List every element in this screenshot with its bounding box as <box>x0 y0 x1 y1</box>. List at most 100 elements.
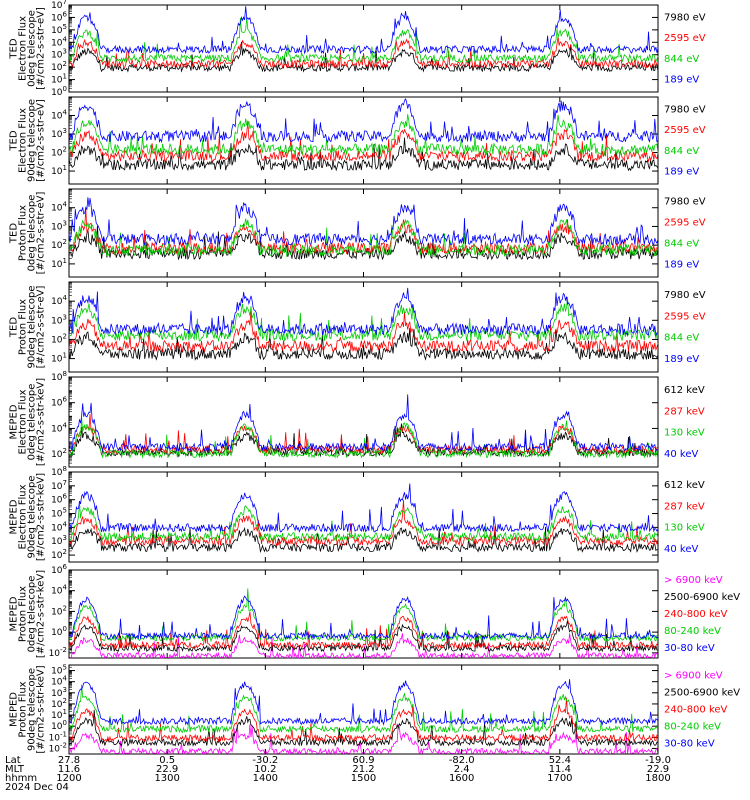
x-tick-label-mlt: 10.2 <box>254 764 276 775</box>
legend-entry: 40 keV <box>664 544 698 555</box>
y-tick-label: 103 <box>51 313 67 326</box>
y-axis-label: MEPEDElectron Flux90deg telescope[#/cm2-… <box>9 473 47 561</box>
series-line <box>68 697 659 743</box>
footer-row-label: 2024 Dec 04 <box>5 782 69 793</box>
footer-row-label: hhmm <box>5 773 37 784</box>
series-line <box>68 483 659 534</box>
legend-entry: 7980 eV <box>664 12 706 23</box>
x-tick-label-mlt: 11.6 <box>58 764 80 775</box>
y-tick-label: 101 <box>51 164 67 177</box>
series-line <box>68 137 659 172</box>
y-tick-label: 104 <box>51 109 67 122</box>
legend-entry: 7980 eV <box>664 197 706 208</box>
y-tick-label: 101 <box>51 708 67 721</box>
series-line <box>68 588 659 643</box>
y-tick-label: 104 <box>51 35 67 48</box>
y-tick-label: 102 <box>51 697 67 710</box>
series-line <box>68 287 659 337</box>
series-line <box>68 114 659 156</box>
series-line <box>68 327 659 361</box>
y-axis-label: MEPEDProton Flux90deg telescope[#/cm2-s-… <box>9 665 47 753</box>
legend-entry: 612 keV <box>664 480 705 491</box>
legend-entry: 2500-6900 keV <box>664 592 740 603</box>
y-tick-label: 103 <box>51 219 67 232</box>
y-axis-label: MEPEDElectron Flux0deg telescope[#/cm2-s… <box>9 378 47 466</box>
legend-entry: 30-80 keV <box>664 643 715 654</box>
series-line <box>68 225 659 261</box>
panel-frame <box>68 281 659 373</box>
series-line <box>68 620 659 653</box>
x-tick-label-lat: 52.4 <box>549 755 571 766</box>
x-tick-label-hhmm: 1300 <box>154 773 179 784</box>
x-tick-label-lat: -30.2 <box>252 755 278 766</box>
x-tick-label-lat: -19.0 <box>645 755 671 766</box>
series-line <box>68 296 659 343</box>
legend-entry: 2595 eV <box>664 311 706 322</box>
series-line <box>68 502 659 543</box>
y-tick-label: 100 <box>51 625 67 638</box>
series-line <box>68 97 659 144</box>
y-tick-label: 104 <box>51 294 67 307</box>
x-tick-label-mlt: 22.9 <box>647 764 669 775</box>
panel-4: 101 102 103 104 TEDProton Flux90deg telescop… <box>9 281 706 373</box>
y-tick-label: 103 <box>51 127 67 140</box>
y-tick-label: 102 <box>51 60 67 73</box>
series-line <box>68 679 659 726</box>
legend-entry: 7980 eV <box>664 104 706 115</box>
y-tick-label: 103 <box>51 48 67 61</box>
y-tick-label: 102 <box>51 146 67 159</box>
legend-entry: 7980 eV <box>664 290 706 301</box>
series-line <box>68 41 659 73</box>
panel-frame <box>68 96 659 185</box>
series-line <box>68 595 659 641</box>
y-tick-label: 103 <box>51 686 67 699</box>
x-tick-label-hhmm: 1700 <box>547 773 572 784</box>
y-tick-label: 103 <box>51 534 67 547</box>
legend-entry: 612 keV <box>664 385 705 396</box>
y-tick-label: 101 <box>51 73 67 86</box>
legend-entry: > 6900 keV <box>664 670 723 681</box>
y-axis-label: MEPEDProton Flux0deg telescope[#/cm2-s-s… <box>9 570 47 658</box>
legend-entry: 240-800 keV <box>664 609 728 620</box>
legend-entry: 30-80 keV <box>664 739 715 750</box>
legend-entry: 287 keV <box>664 501 705 512</box>
legend-entry: 2595 eV <box>664 125 706 136</box>
x-tick-label-mlt: 22.9 <box>156 764 178 775</box>
legend-entry: 189 eV <box>664 354 699 365</box>
legend-entry: 844 eV <box>664 146 699 157</box>
footer-row-label: MLT <box>5 764 25 775</box>
legend-entry: 844 eV <box>664 54 699 65</box>
series-line <box>68 526 658 554</box>
y-tick-label: 105 <box>51 507 67 520</box>
series-line <box>68 709 659 748</box>
y-axis-label: TEDProton Flux90deg telescope[#/cm2-s-st… <box>9 285 47 368</box>
y-tick-label: 102 <box>51 332 67 345</box>
y-tick-label: 10-1 <box>49 730 67 743</box>
y-tick-label: 108 <box>51 465 67 478</box>
x-tick-label-hhmm: 1800 <box>645 773 670 784</box>
series-line <box>68 417 659 459</box>
legend-entry: 189 eV <box>664 75 699 86</box>
x-tick-label-mlt: 11.4 <box>549 764 571 775</box>
panel-2: 101 102 103 104 TEDElectron Flux90deg telesc… <box>9 96 706 185</box>
x-tick-label-hhmm: 1400 <box>253 773 278 784</box>
series-line <box>68 36 659 69</box>
legend-entry: 130 keV <box>664 523 705 534</box>
series-line <box>68 218 659 258</box>
y-tick-label: 100 <box>51 85 67 98</box>
panel-5: 102 104 106 108 MEPEDElectron Flux0deg teles… <box>9 370 705 468</box>
x-tick-label-hhmm: 1600 <box>449 773 474 784</box>
x-tick-label-lat: 27.8 <box>58 755 80 766</box>
legend-entry: > 6900 keV <box>664 575 723 586</box>
panel-3: 101 102 103 104 TEDProton Flux0deg telescope… <box>9 188 706 278</box>
y-tick-label: 106 <box>51 396 67 409</box>
legend-entry: 80-240 keV <box>664 626 721 637</box>
legend-entry: 2595 eV <box>664 33 706 44</box>
y-tick-label: 102 <box>51 238 67 251</box>
series-line <box>68 197 659 247</box>
x-tick-label-hhmm: 1500 <box>351 773 376 784</box>
y-tick-label: 107 <box>51 0 67 11</box>
